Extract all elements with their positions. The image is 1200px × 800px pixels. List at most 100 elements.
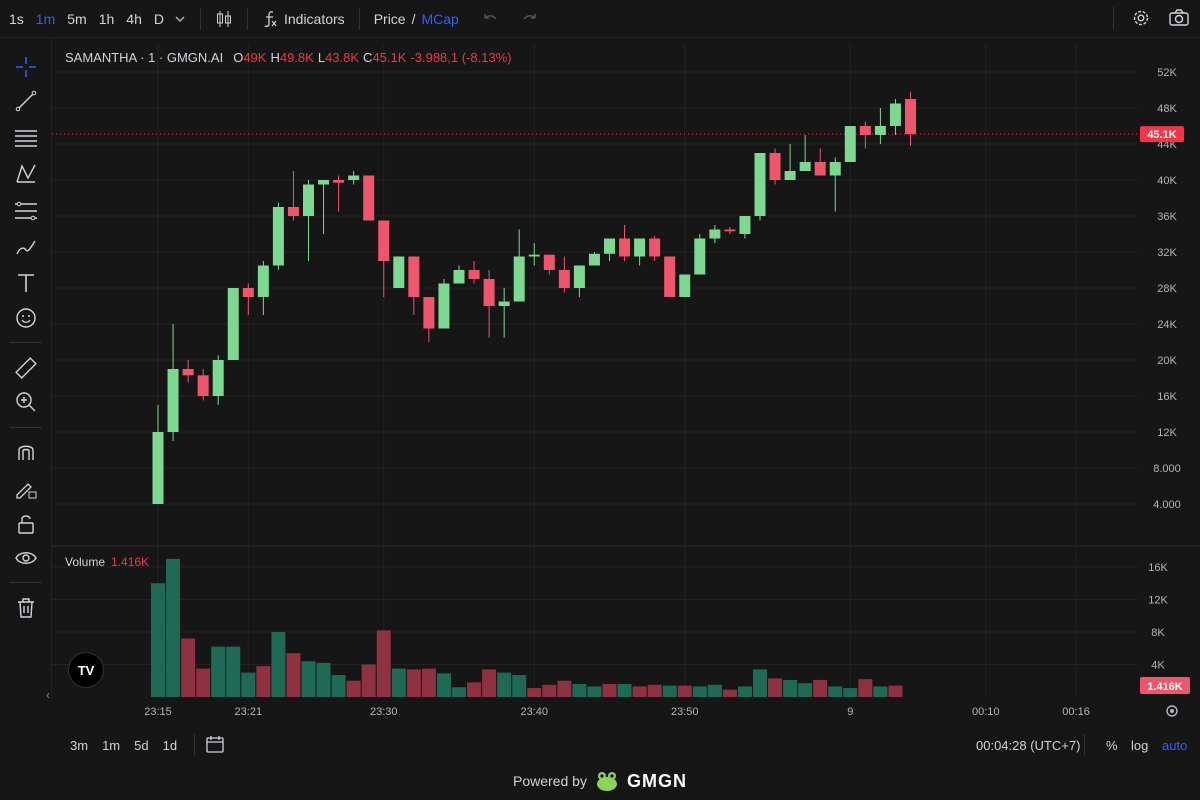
crosshair-tool[interactable] bbox=[13, 54, 39, 80]
volume-axis[interactable]: 4K 8K 12K 16K bbox=[1148, 562, 1168, 672]
candle-body bbox=[619, 238, 631, 257]
collapse-toolbar-icon[interactable]: ‹ bbox=[46, 688, 50, 702]
date-range-button[interactable] bbox=[205, 734, 225, 757]
candle bbox=[859, 121, 871, 149]
volume-bar bbox=[813, 679, 828, 697]
redo-button[interactable] bbox=[517, 12, 543, 26]
candle-body bbox=[152, 432, 164, 504]
candle bbox=[588, 252, 600, 266]
price-mcap-toggle[interactable]: Price / MCap bbox=[370, 11, 463, 27]
candle bbox=[799, 135, 811, 171]
settings-gear-icon[interactable] bbox=[1130, 7, 1152, 29]
candle-body bbox=[393, 256, 405, 288]
volume-bar bbox=[677, 685, 692, 697]
timeframe-dropdown[interactable] bbox=[170, 13, 190, 25]
timeframe-1s[interactable]: 1s bbox=[9, 10, 24, 27]
volume-bar bbox=[843, 688, 858, 697]
range-1m[interactable]: 1m bbox=[102, 737, 121, 753]
emoji-tool[interactable] bbox=[13, 305, 39, 331]
candle-body bbox=[709, 229, 721, 239]
log-toggle[interactable]: log bbox=[1131, 737, 1149, 753]
timeframe-1h[interactable]: 1h bbox=[98, 10, 115, 27]
volume-badge: 1.416K bbox=[1140, 677, 1190, 694]
timeframe-D[interactable]: D bbox=[153, 10, 164, 27]
candle bbox=[784, 144, 796, 180]
auto-toggle[interactable]: auto bbox=[1162, 737, 1188, 753]
volume-badge-text: 1.416K bbox=[1147, 681, 1183, 693]
volume-bar bbox=[497, 672, 512, 697]
volume-bar bbox=[587, 686, 602, 697]
ruler-icon bbox=[15, 357, 37, 379]
lock-drawings-tool[interactable] bbox=[13, 475, 39, 501]
price-label[interactable]: Price bbox=[373, 10, 406, 27]
timeframe-4h[interactable]: 4h bbox=[126, 10, 142, 27]
pattern-tool[interactable] bbox=[13, 161, 39, 187]
time-tick-label: 23:40 bbox=[520, 706, 548, 718]
brush-tool[interactable] bbox=[13, 234, 39, 260]
indicators-button[interactable]: Indicators bbox=[258, 10, 349, 28]
delete-tool[interactable] bbox=[13, 595, 39, 621]
candle-body bbox=[167, 369, 179, 432]
text-tool[interactable] bbox=[13, 270, 39, 296]
candle-body bbox=[453, 270, 465, 284]
candle bbox=[558, 256, 570, 293]
chart-type-button[interactable] bbox=[211, 9, 237, 29]
crosshair-icon bbox=[16, 57, 36, 77]
volume-bar bbox=[572, 684, 587, 697]
undo-button[interactable] bbox=[477, 12, 503, 26]
timeframe-5m[interactable]: 5m bbox=[67, 10, 87, 27]
volume-bar bbox=[647, 684, 662, 697]
volume-bar bbox=[828, 686, 843, 697]
candle-body bbox=[197, 375, 209, 396]
tradingview-logo[interactable]: TV bbox=[68, 652, 104, 688]
candle-body bbox=[829, 162, 841, 176]
mcap-label[interactable]: MCap bbox=[421, 10, 459, 27]
price-axis[interactable]: 4.0008.00012K16K20K24K28K32K36K40K44K48K… bbox=[1153, 67, 1181, 511]
volume-bar bbox=[226, 646, 241, 697]
fib-tool[interactable] bbox=[13, 198, 39, 224]
candle-body bbox=[634, 238, 646, 257]
volume-bar bbox=[888, 685, 903, 697]
volume-bar bbox=[662, 685, 677, 697]
price-tick-label: 24K bbox=[1157, 319, 1177, 331]
candle-body bbox=[303, 184, 314, 216]
volume-bar bbox=[331, 675, 346, 697]
volume-label[interactable]: Volume bbox=[65, 555, 106, 569]
text-icon bbox=[18, 274, 34, 292]
function-icon bbox=[264, 10, 277, 27]
candle-body bbox=[543, 254, 555, 270]
candle bbox=[528, 243, 540, 266]
price-tick-label: 32K bbox=[1157, 247, 1177, 259]
toolbar-divider bbox=[246, 7, 248, 30]
lock-tool[interactable] bbox=[13, 511, 39, 537]
candle-body bbox=[227, 288, 239, 360]
trend-line-tool[interactable] bbox=[13, 88, 39, 114]
volume-bar bbox=[692, 686, 707, 697]
time-axis[interactable]: 23:15 23:21 23:30 23:40 23:50 9 00:10 00:16 bbox=[144, 706, 1090, 718]
top-toolbar: 1s 1m 5m 1h 4h D Indicators Price / MCap bbox=[0, 0, 1200, 38]
horizontal-lines-tool[interactable] bbox=[13, 125, 39, 151]
time-tick-label: 23:15 bbox=[144, 706, 172, 718]
zoom-tool[interactable] bbox=[13, 389, 39, 415]
axis-settings-icon[interactable] bbox=[1166, 705, 1178, 717]
volume-bar bbox=[722, 689, 737, 697]
candle-body bbox=[348, 175, 360, 180]
range-1d[interactable]: 1d bbox=[162, 737, 178, 753]
candle bbox=[814, 148, 826, 176]
volume-bar bbox=[241, 672, 256, 697]
symbol-title[interactable]: SAMANTHA · 1 · GMGN.AI bbox=[65, 50, 224, 65]
magnet-icon bbox=[18, 445, 34, 460]
range-3m[interactable]: 3m bbox=[70, 737, 89, 753]
range-5d[interactable]: 5d bbox=[134, 737, 149, 753]
ruler-tool[interactable] bbox=[13, 355, 39, 381]
camera-icon[interactable] bbox=[1168, 7, 1190, 29]
candle bbox=[483, 270, 495, 338]
clock-timezone[interactable]: 00:04:28 (UTC+7) bbox=[976, 737, 1081, 753]
timeframe-1m[interactable]: 1m bbox=[35, 10, 56, 27]
percent-toggle[interactable]: % bbox=[1106, 737, 1118, 753]
gmgn-brand[interactable]: GMGN bbox=[626, 770, 687, 791]
fib-retracement-icon bbox=[15, 201, 37, 221]
hide-drawings-tool[interactable] bbox=[13, 545, 39, 571]
magnet-tool[interactable] bbox=[13, 439, 39, 465]
